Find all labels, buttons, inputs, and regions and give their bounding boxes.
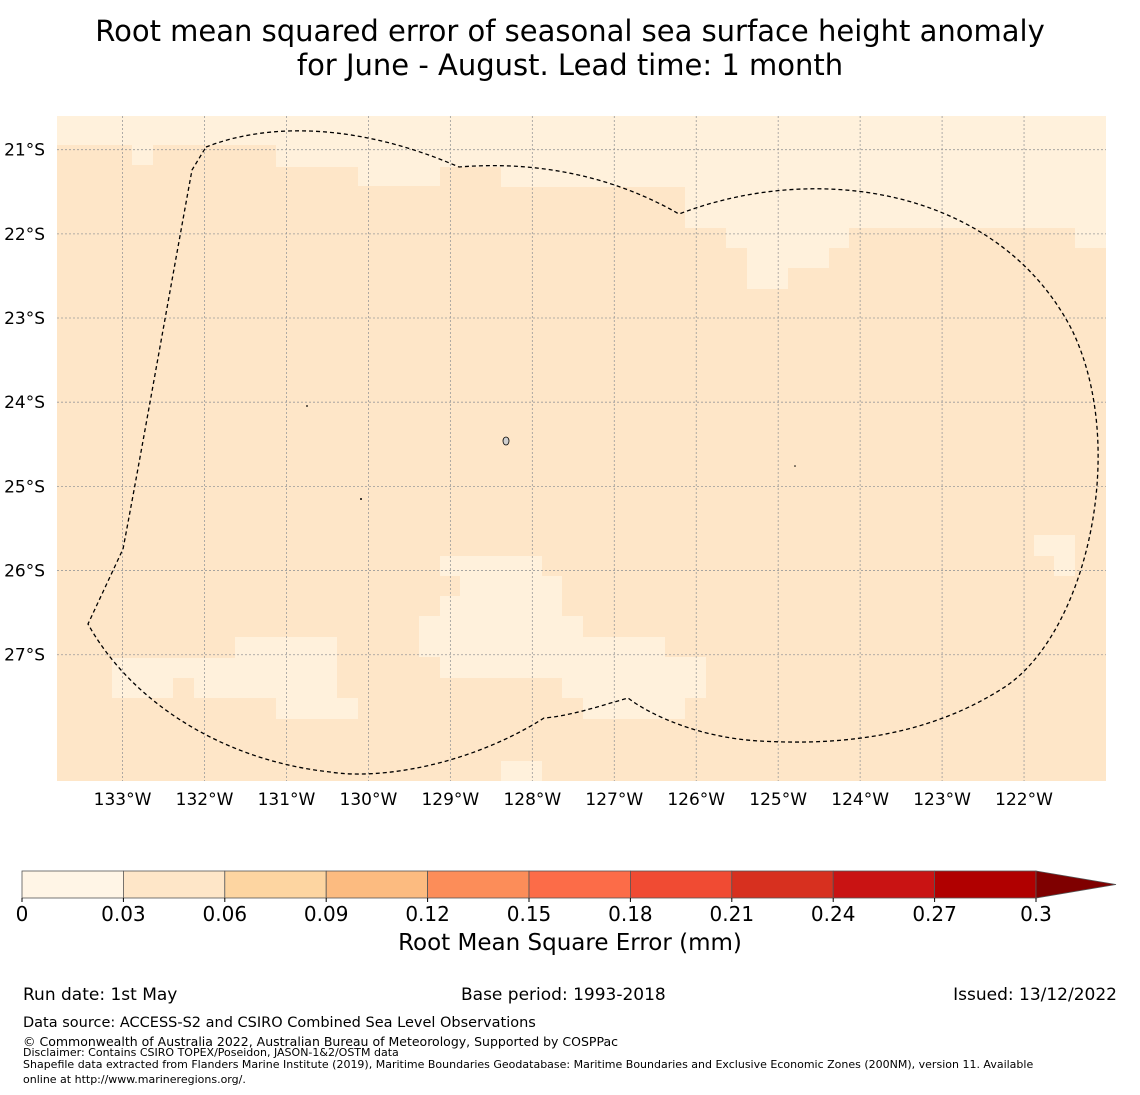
latitude-labels: 21°S 22°S 23°S 24°S 25°S 26°S 27°S bbox=[4, 141, 45, 666]
colorbar-segment bbox=[731, 870, 834, 899]
copyright: © Commonwealth of Australia 2022, Austra… bbox=[23, 1034, 618, 1049]
colorbar-segment bbox=[528, 870, 631, 899]
lon-label: 127°W bbox=[585, 790, 643, 810]
lat-label: 27°S bbox=[4, 646, 45, 666]
colorbar-segment bbox=[325, 870, 429, 899]
low-error-cell bbox=[194, 678, 337, 698]
low-error-cell bbox=[440, 657, 706, 678]
colorbar-segment bbox=[832, 870, 936, 899]
low-error-cell bbox=[583, 698, 685, 719]
graticule bbox=[57, 116, 1106, 781]
low-error-cell bbox=[440, 596, 562, 616]
colorbar-segment bbox=[934, 870, 1037, 899]
colorbar-segment bbox=[630, 870, 733, 899]
colorbar-segment bbox=[123, 870, 226, 899]
colorbar-tick-label: 0.3 bbox=[1020, 902, 1052, 926]
lon-label: 122°W bbox=[995, 790, 1053, 810]
low-error-cell bbox=[358, 145, 440, 186]
shapefile-credit-line-1: Shapefile data extracted from Flanders M… bbox=[23, 1058, 1034, 1071]
low-error-cell bbox=[57, 116, 1106, 145]
colorbar-tick-label: 0.06 bbox=[202, 902, 248, 926]
colorbar-segment bbox=[21, 870, 124, 899]
lon-label: 123°W bbox=[913, 790, 971, 810]
rmse-field bbox=[57, 116, 1106, 781]
low-error-cell bbox=[685, 187, 1106, 228]
lat-label: 21°S bbox=[4, 141, 45, 161]
island bbox=[306, 405, 308, 407]
low-error-cell bbox=[747, 248, 829, 268]
colorbar-extend-arrow bbox=[1035, 870, 1117, 899]
chart-title: Root mean squared error of seasonal sea … bbox=[0, 14, 1140, 82]
title-line-1: Root mean squared error of seasonal sea … bbox=[95, 14, 1045, 48]
low-error-cell bbox=[419, 616, 583, 637]
eez-boundary bbox=[87, 130, 1099, 775]
longitude-labels: 133°W 132°W 131°W 130°W 129°W 128°W 127°W 126°W… bbox=[94, 790, 1053, 810]
colorbar-tick-label: 0.12 bbox=[405, 902, 450, 926]
island bbox=[360, 498, 362, 500]
low-error-cell bbox=[1034, 535, 1075, 556]
lon-label: 126°W bbox=[667, 790, 725, 810]
colorbar-segment bbox=[224, 870, 327, 899]
shapefile-credit-line-2: online at http://www.marineregions.org/. bbox=[23, 1073, 246, 1086]
data-source: Data source: ACCESS-S2 and CSIRO Combine… bbox=[23, 1015, 536, 1031]
colorbar bbox=[21, 870, 1117, 902]
colorbar-tick-label: 0 bbox=[15, 902, 29, 926]
low-error-cell bbox=[419, 637, 665, 657]
colorbar-tick-label: 0.24 bbox=[810, 902, 856, 926]
low-error-cell bbox=[726, 228, 849, 248]
colorbar-tick-label: 0.15 bbox=[506, 902, 552, 926]
disclaimer: Disclaimer: Contains CSIRO TOPEX/Poseido… bbox=[23, 1046, 399, 1059]
lon-label: 128°W bbox=[503, 790, 561, 810]
lat-label: 25°S bbox=[4, 477, 45, 497]
lon-label: 125°W bbox=[749, 790, 807, 810]
low-error-cell bbox=[460, 576, 562, 596]
title-line-2: for June - August. Lead time: 1 month bbox=[296, 48, 844, 82]
colorbar-label: Root Mean Square Error (mm) bbox=[398, 930, 742, 956]
low-error-cell bbox=[562, 678, 706, 698]
low-error-cell bbox=[276, 698, 358, 719]
low-error-cell bbox=[440, 145, 501, 167]
colorbar-tick-label: 0.03 bbox=[101, 902, 146, 926]
issued-date: Issued: 13/12/2022 bbox=[953, 985, 1117, 1005]
lat-label: 26°S bbox=[4, 562, 45, 582]
run-date: Run date: 1st May bbox=[23, 985, 178, 1005]
colorbar-tick-label: 0.09 bbox=[303, 902, 349, 926]
island bbox=[794, 465, 796, 467]
low-error-cell bbox=[235, 637, 337, 658]
colorbar-segment bbox=[427, 870, 530, 899]
lon-label: 133°W bbox=[94, 790, 152, 810]
lat-label: 23°S bbox=[4, 309, 45, 329]
low-error-cell bbox=[501, 761, 542, 781]
island bbox=[502, 436, 510, 446]
lon-label: 129°W bbox=[421, 790, 479, 810]
low-error-cell bbox=[112, 658, 337, 678]
low-error-cell bbox=[112, 678, 173, 698]
colorbar-tick-label: 0.21 bbox=[709, 902, 755, 926]
low-error-cell bbox=[1054, 556, 1075, 576]
low-error-cell bbox=[501, 145, 1106, 187]
base-period: Base period: 1993-2018 bbox=[461, 985, 666, 1005]
lat-label: 22°S bbox=[4, 225, 45, 245]
lon-label: 124°W bbox=[831, 790, 889, 810]
lon-label: 130°W bbox=[340, 790, 398, 810]
colorbar-tick-label: 0.18 bbox=[608, 902, 653, 926]
islands bbox=[306, 405, 796, 500]
low-error-cell bbox=[276, 145, 358, 167]
lon-label: 131°W bbox=[258, 790, 316, 810]
low-error-cell bbox=[747, 268, 788, 289]
low-error-cell bbox=[1075, 228, 1106, 248]
low-error-cell bbox=[132, 145, 153, 165]
colorbar-tick-label: 0.27 bbox=[912, 902, 957, 926]
lat-label: 24°S bbox=[4, 393, 45, 413]
lon-label: 132°W bbox=[176, 790, 234, 810]
low-error-cell bbox=[440, 556, 542, 576]
